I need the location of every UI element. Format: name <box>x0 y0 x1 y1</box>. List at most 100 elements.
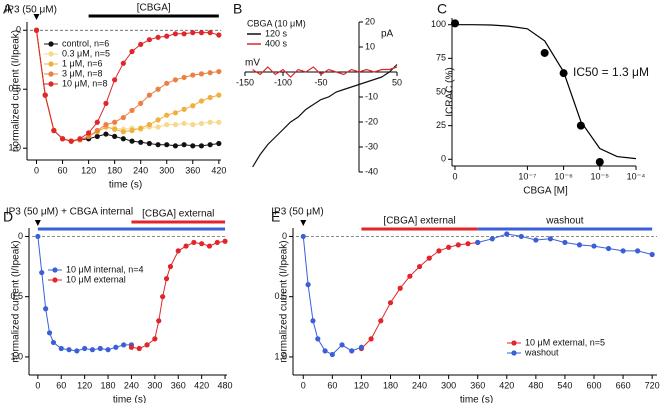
data-point <box>465 241 471 247</box>
panel-letter: C <box>437 1 447 17</box>
data-point <box>51 127 57 134</box>
legend-marker <box>48 51 54 57</box>
x-tick-label: 420 <box>194 380 209 390</box>
data-point <box>591 243 597 249</box>
x-tick-label: 180 <box>101 380 116 390</box>
x-tick-label: 240 <box>412 380 427 390</box>
y-tick-label: 1.0 <box>8 143 21 153</box>
legend-label: 10 μM external, n=5 <box>525 337 605 347</box>
legend-label: 120 s <box>265 28 288 38</box>
legend-label: washout <box>524 347 559 357</box>
data-point <box>576 242 583 248</box>
data-point <box>113 344 119 350</box>
annotation: IP3 (50 μM) + CBGA internal <box>6 207 133 218</box>
data-point <box>216 32 222 38</box>
data-point <box>206 243 213 249</box>
y-tick-label: 1.0 <box>10 351 23 361</box>
y-tick-label: 75 <box>436 53 446 63</box>
x-axis-label: CBGA [M] <box>523 186 568 197</box>
bar-label: washout <box>545 216 583 227</box>
data-point <box>329 351 335 358</box>
x-tick-label: 420 <box>499 380 514 390</box>
data-point <box>129 127 135 134</box>
data-point <box>191 239 197 246</box>
data-point <box>155 124 161 130</box>
y-tick-label: 0 <box>16 25 21 35</box>
data-point <box>172 77 179 83</box>
x-tick-label: 60 <box>327 380 337 390</box>
data-point <box>378 318 384 324</box>
data-point <box>358 344 365 350</box>
data-point <box>190 122 196 128</box>
x-tick-label: 120 <box>354 380 369 390</box>
data-point <box>155 117 161 123</box>
x-tick-label: 120 <box>77 380 92 390</box>
data-point <box>152 336 158 342</box>
legend-label: 10 μM internal, n=4 <box>66 264 143 274</box>
data-point <box>103 131 109 137</box>
y-axis-label: normalized current (I/Ipeak) <box>11 240 22 362</box>
series-line <box>36 30 219 142</box>
legend-label: 10 μM, n=8 <box>62 78 107 88</box>
y-tick-label: -40 <box>365 166 378 176</box>
data-point <box>155 34 161 40</box>
x-axis-label: time (s) <box>113 395 146 403</box>
x-tick-label: 480 <box>218 380 233 390</box>
data-point <box>446 244 452 250</box>
data-point <box>349 348 355 354</box>
legend-marker <box>48 81 54 87</box>
data-point <box>50 339 57 346</box>
stimulus-marker <box>34 220 41 226</box>
data-point <box>129 48 135 55</box>
x-tick-label: 0 <box>301 380 306 390</box>
series-line <box>252 66 398 78</box>
y-axis-label: ICRAC (%) <box>445 67 456 116</box>
data-point <box>172 110 179 116</box>
data-point <box>97 345 103 352</box>
data-point <box>595 157 604 166</box>
x-tick-label: 60 <box>56 380 66 390</box>
x-axis-label: time (s) <box>460 395 493 403</box>
data-point <box>112 77 118 83</box>
data-point <box>112 119 118 125</box>
data-point <box>547 236 553 242</box>
data-point <box>144 342 150 348</box>
x-tick-label: 0 <box>452 171 457 181</box>
stimulus-marker <box>33 14 40 20</box>
data-point <box>207 94 213 101</box>
data-point <box>181 106 187 112</box>
panel-letter: E <box>271 209 280 225</box>
x-tick-label: 480 <box>528 380 543 390</box>
data-point <box>172 31 179 37</box>
stimulus-marker <box>300 220 307 226</box>
data-point <box>198 98 205 104</box>
x-tick-label: -50 <box>314 77 327 87</box>
x-tick-label: 180 <box>383 380 398 390</box>
data-point <box>163 276 170 282</box>
data-point <box>540 48 549 57</box>
data-point <box>310 318 316 324</box>
data-point <box>94 119 100 125</box>
data-point <box>649 251 655 258</box>
data-point <box>77 136 83 142</box>
data-point <box>120 136 126 142</box>
data-point <box>129 138 135 144</box>
data-point <box>105 347 111 353</box>
y-tick-label: -20 <box>365 116 378 126</box>
data-point <box>181 120 187 127</box>
y-tick-label: 25 <box>436 120 446 130</box>
data-point <box>138 100 144 106</box>
data-point <box>103 122 109 128</box>
x-tick-label: 300 <box>147 380 162 390</box>
legend-title: CBGA (10 μM) <box>247 18 306 28</box>
x-tick-label: 300 <box>441 380 456 390</box>
y-tick-label: 0 <box>441 154 446 164</box>
data-point <box>39 269 45 276</box>
data-point <box>120 114 126 121</box>
data-point <box>216 68 222 75</box>
data-point <box>58 345 64 352</box>
data-point <box>198 120 205 127</box>
y-tick-label: 10 <box>365 41 375 51</box>
x-tick-label: 360 <box>171 380 186 390</box>
